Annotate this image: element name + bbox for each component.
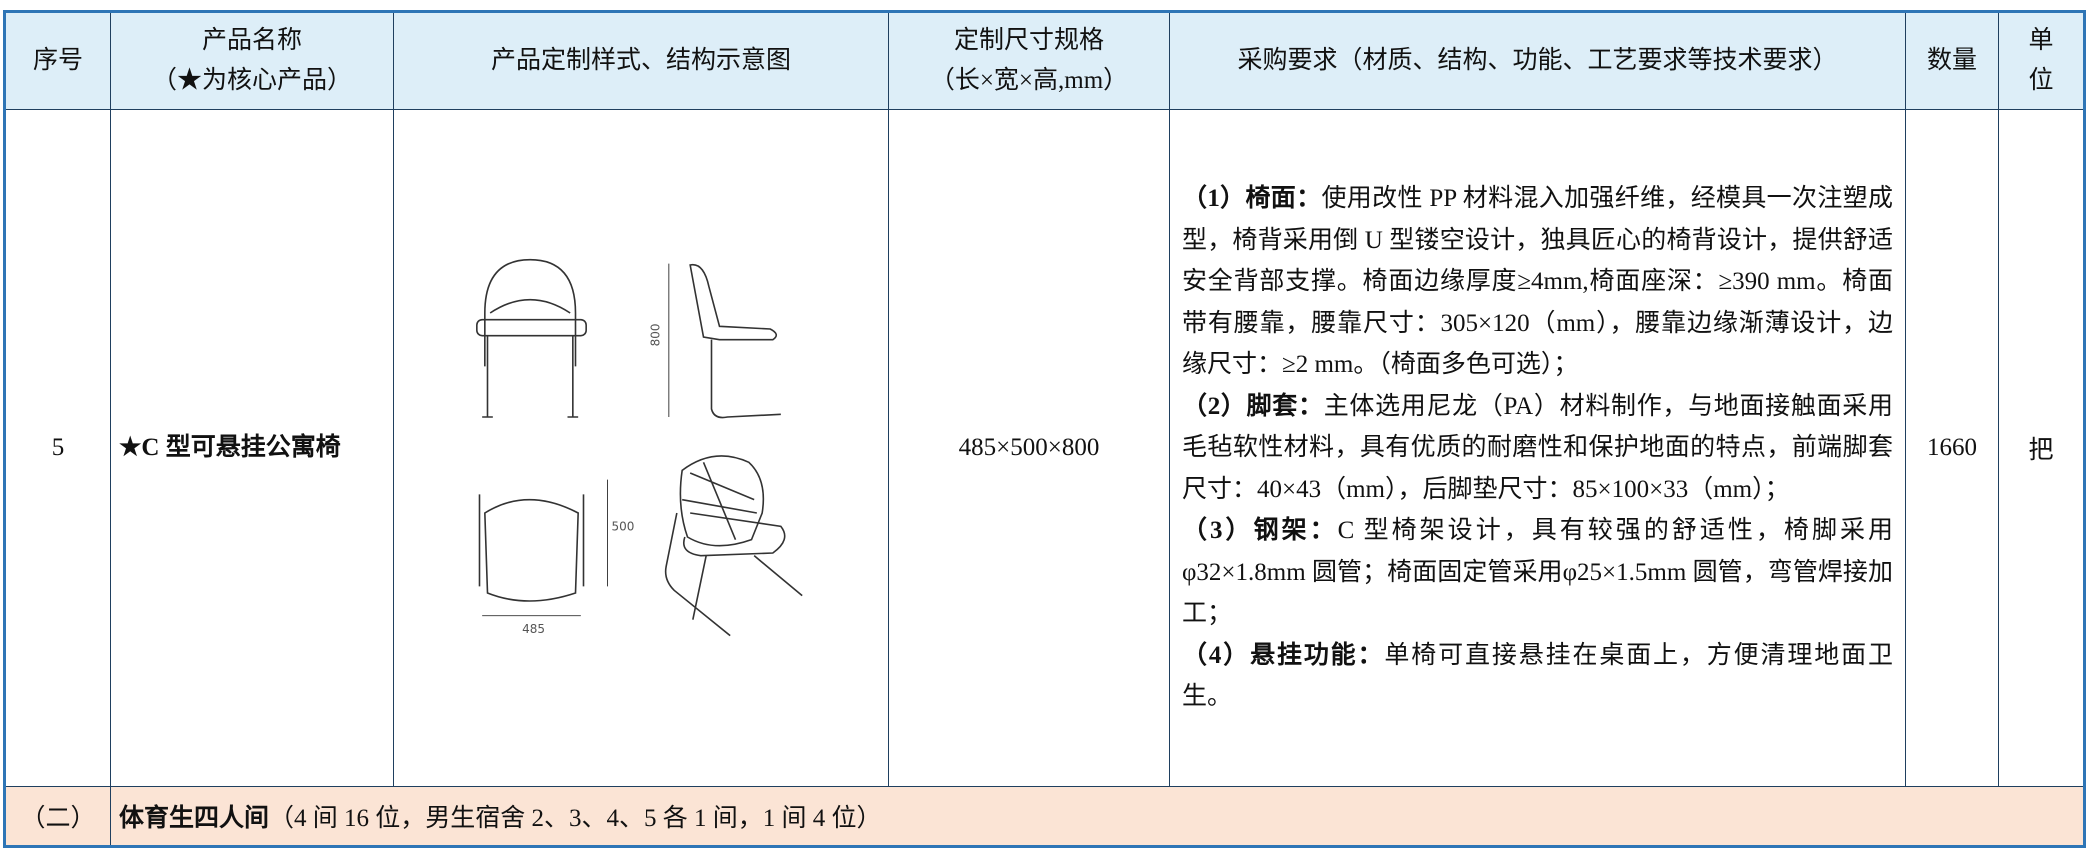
header-cell: 单位 — [1998, 11, 2085, 110]
dimension-label: 485 — [522, 622, 545, 636]
header-cell: 产品名称 （★为核心产品） — [110, 11, 394, 110]
requirement-heading: 脚套： — [1246, 392, 1324, 420]
requirement-item: （2）脚套：主体选用尼龙（PA）材料制作，与地面接触面采用毛毡软性材料，具有优质… — [1182, 386, 1893, 511]
requirement-text: 主体选用尼龙（PA）材料制作，与地面接触面采用毛毡软性材料，具有优质的耐磨性和保… — [1182, 392, 1893, 503]
requirement-text: 使用改性 PP 材料混入加强纤维，经模具一次注塑成型，椅背采用倒 U 型镂空设计… — [1182, 185, 1893, 379]
header-cell: 产品定制样式、结构示意图 — [393, 11, 889, 110]
requirements-cell: （1）椅面：使用改性 PP 材料混入加强纤维，经模具一次注塑成型，椅背采用倒 U… — [1169, 109, 1906, 787]
requirement-item: （1）椅面：使用改性 PP 材料混入加强纤维，经模具一次注塑成型，椅背采用倒 U… — [1182, 178, 1893, 386]
quantity-cell: 1660 — [1905, 109, 1999, 787]
item-row: 5 ★C 型可悬挂公寓椅 800 500 485 485×500×800 （1）… — [4, 109, 2085, 787]
header-text: 定制尺寸规格 — [953, 27, 1104, 54]
header-cell: 序号 — [4, 11, 111, 110]
requirement-number: （4） — [1182, 641, 1251, 669]
header-text: 产品名称 — [201, 27, 302, 54]
section-cell: 体育生四人间（4 间 16 位，男生宿舍 2、3、4、5 各 1 间，1 间 4… — [110, 786, 2085, 847]
spec-table: 序号 产品名称 （★为核心产品） 产品定制样式、结构示意图 定制尺寸规格 （长×宽×… — [3, 10, 2086, 848]
header-cell: 采购要求（材质、结构、功能、工艺要求等技术要求） — [1169, 11, 1906, 110]
size-cell: 485×500×800 — [888, 109, 1170, 787]
section-index: （二） — [4, 786, 111, 847]
section-title: 体育生四人间 — [119, 805, 270, 832]
product-name: ★C 型可悬挂公寓椅 — [110, 109, 394, 787]
section-row: （二） 体育生四人间（4 间 16 位，男生宿舍 2、3、4、5 各 1 间，1… — [4, 786, 2085, 847]
header-note: （长×宽×高,mm） — [929, 67, 1129, 94]
drawing-cell: 800 500 485 — [393, 109, 889, 787]
requirement-number: （1） — [1182, 185, 1246, 213]
header-row: 序号 产品名称 （★为核心产品） 产品定制样式、结构示意图 定制尺寸规格 （长×宽×… — [4, 11, 2085, 110]
dimension-label: 800 — [649, 323, 663, 346]
requirement-text: C 型椅架设计，具有较强的舒适性，椅脚采用φ32×1.8mm 圆管；椅面固定管采… — [1182, 517, 1893, 628]
header-cell: 定制尺寸规格 （长×宽×高,mm） — [888, 11, 1170, 110]
index-cell: 5 — [4, 109, 111, 787]
requirement-item: （4）悬挂功能：单椅可直接悬挂在桌面上，方便清理地面卫生。 — [1182, 635, 1893, 718]
requirement-text: 单椅可直接悬挂在桌面上，方便清理地面卫生。 — [1182, 641, 1893, 711]
requirement-item: （3）钢架：C 型椅架设计，具有较强的舒适性，椅脚采用φ32×1.8mm 圆管；… — [1182, 510, 1893, 635]
chair-drawing: 800 500 485 — [476, 258, 803, 636]
unit-cell: 把 — [1998, 109, 2085, 787]
requirement-number: （2） — [1182, 392, 1247, 420]
header-cell: 数量 — [1905, 11, 1999, 110]
requirement-heading: 钢架： — [1253, 517, 1338, 545]
requirement-heading: 悬挂功能： — [1250, 641, 1385, 669]
requirement-number: （3） — [1182, 517, 1254, 545]
dimension-label: 500 — [612, 519, 635, 533]
requirement-heading: 椅面： — [1245, 185, 1322, 213]
header-note: （★为核心产品） — [151, 67, 352, 94]
section-note: （4 间 16 位，男生宿舍 2、3、4、5 各 1 间，1 间 4 位） — [269, 805, 882, 832]
